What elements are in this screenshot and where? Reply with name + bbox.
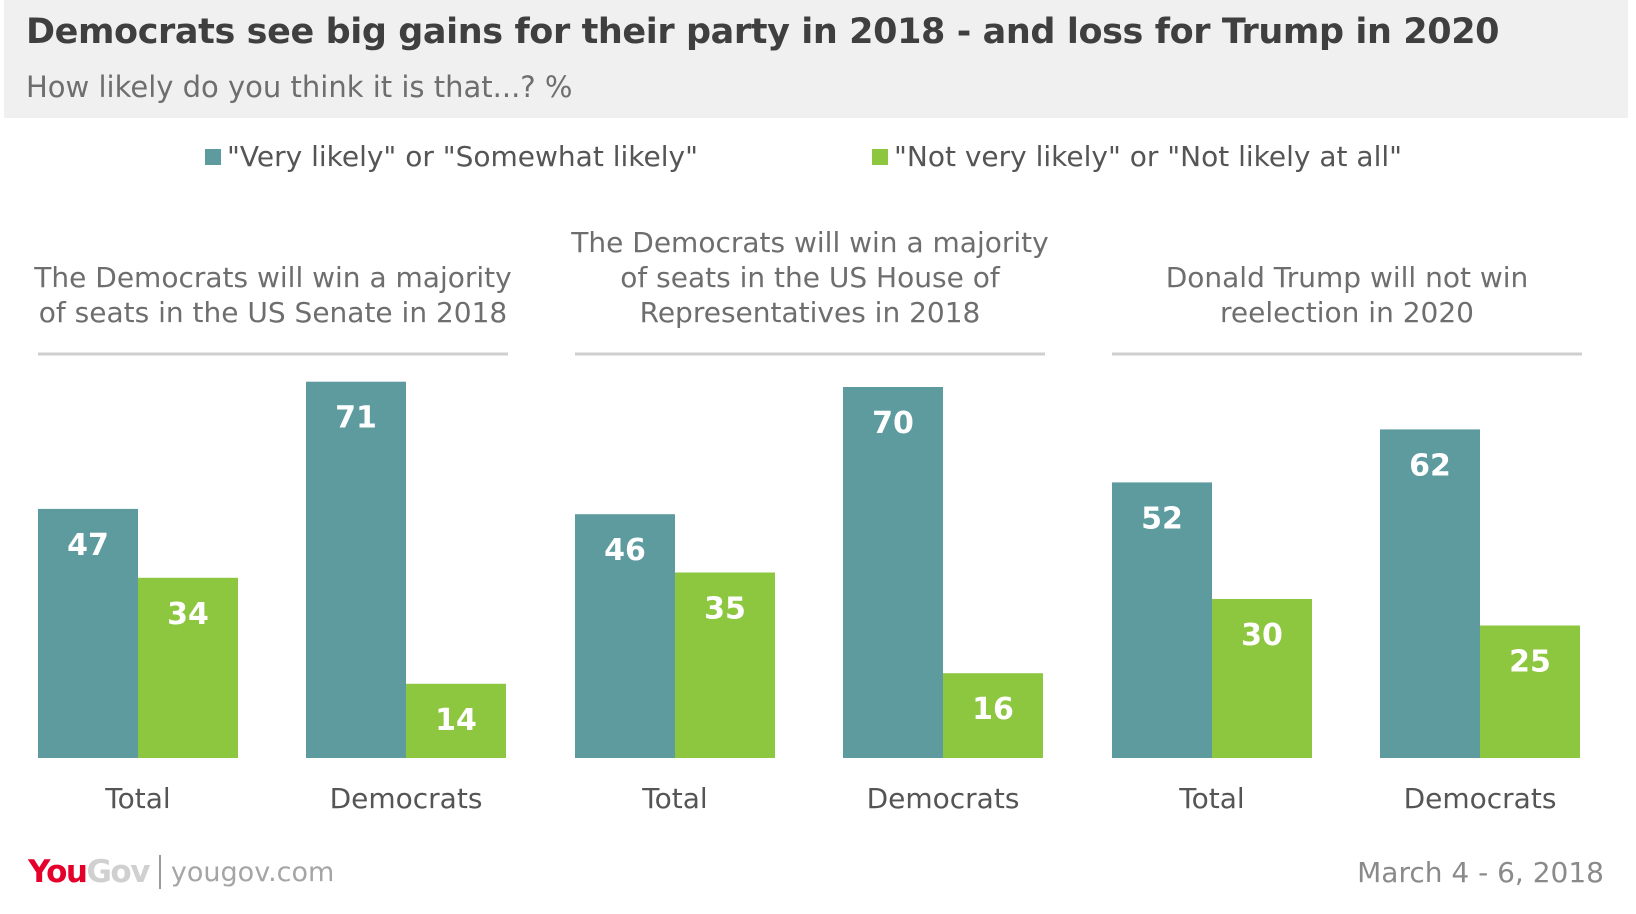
panel-title-line: reelection in 2020	[1220, 296, 1474, 329]
data-label: 16	[972, 692, 1014, 727]
logo-divider	[158, 855, 161, 889]
bar-not-likely	[675, 572, 775, 758]
chart-subtitle: How likely do you think it is that...? %	[26, 70, 573, 104]
bar-not-likely	[406, 683, 506, 758]
bar-likely	[1380, 429, 1480, 758]
legend-item-not-likely: "Not very likely" or "Not likely at all"	[872, 140, 1402, 173]
data-label: 30	[1241, 618, 1283, 653]
bar-likely	[306, 381, 406, 758]
bar-not-likely	[1212, 599, 1312, 758]
data-label: 71	[335, 401, 377, 436]
legend-item-likely: "Very likely" or "Somewhat likely"	[205, 140, 698, 173]
logo-gov-text: Gov	[86, 854, 150, 890]
header-band: Democrats see big gains for their party …	[4, 0, 1628, 118]
bar-likely	[1112, 482, 1212, 758]
bar-not-likely	[943, 673, 1043, 758]
category-label: Total	[1178, 782, 1244, 815]
data-label: 47	[67, 528, 109, 563]
bar-not-likely	[1480, 625, 1580, 758]
panel-title-line: of seats in the US House of	[620, 261, 1001, 294]
panel-title-line: The Democrats will win a majority	[570, 226, 1048, 259]
data-label: 14	[435, 703, 477, 738]
legend: "Very likely" or "Somewhat likely" "Not …	[0, 140, 1636, 184]
legend-label-likely: "Very likely" or "Somewhat likely"	[227, 140, 698, 173]
bar-not-likely	[138, 577, 238, 758]
category-label: Total	[104, 782, 170, 815]
chart-title: Democrats see big gains for their party …	[26, 12, 1500, 52]
data-label: 25	[1509, 645, 1551, 680]
panel-title-line: The Democrats will win a majority	[33, 261, 511, 294]
legend-swatch-likely	[205, 148, 221, 165]
legend-swatch-not-likely	[872, 148, 888, 165]
bar-likely	[575, 514, 675, 758]
data-label: 62	[1409, 448, 1451, 483]
yougov-logo: You Gov yougov.com	[28, 854, 334, 890]
category-label: Democrats	[1404, 782, 1557, 815]
category-label: Democrats	[330, 782, 483, 815]
panel-title-line: Representatives in 2018	[640, 296, 981, 329]
panel-title-line: Donald Trump will not win	[1166, 261, 1529, 294]
bar-likely	[38, 508, 138, 758]
footer-url: yougov.com	[170, 856, 335, 888]
data-label: 34	[167, 597, 209, 632]
data-label: 52	[1141, 501, 1183, 536]
category-label: Democrats	[867, 782, 1020, 815]
panel-title-line: of seats in the US Senate in 2018	[39, 296, 507, 329]
legend-label-not-likely: "Not very likely" or "Not likely at all"	[894, 140, 1403, 173]
data-label: 46	[604, 533, 646, 568]
category-label: Total	[641, 782, 707, 815]
bar-likely	[843, 387, 943, 758]
footer-date: March 4 - 6, 2018	[1357, 856, 1604, 889]
data-label: 70	[872, 406, 914, 441]
data-label: 35	[704, 592, 746, 627]
logo-you-text: You	[28, 854, 88, 890]
